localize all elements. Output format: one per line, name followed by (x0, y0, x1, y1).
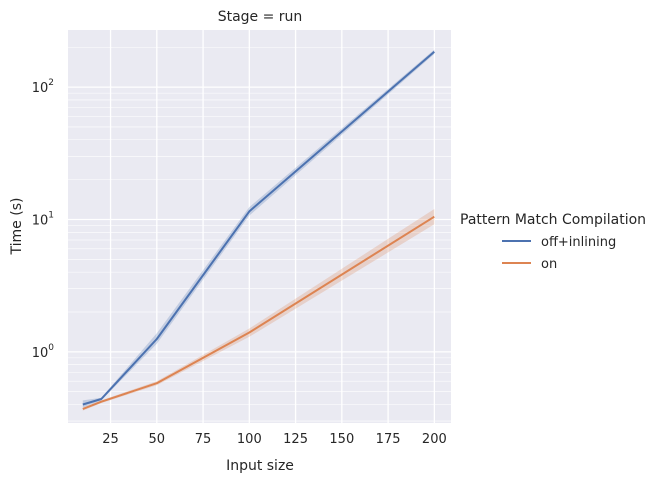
legend-items: off+inlining on (502, 235, 616, 272)
legend-title: Pattern Match Compilation (460, 212, 646, 228)
series-1-line (82, 215, 435, 410)
series-lines (82, 50, 435, 410)
x-tick-label: 50 (149, 432, 166, 447)
x-tick-label: 150 (329, 432, 354, 447)
x-axis-ticks: 25 50 75 100 125 150 175 200 (102, 432, 446, 447)
confidence-bands (82, 49, 435, 411)
legend: Pattern Match Compilation off+inlining on (460, 212, 646, 272)
series-0-confidence-band (82, 49, 435, 408)
legend-label-0: off+inlining (541, 235, 616, 250)
series-0-line (82, 50, 435, 406)
y-axis-label: Time (s) (9, 198, 25, 256)
y-tick-label: 102 (32, 78, 54, 96)
x-tick-label: 200 (422, 432, 447, 447)
y-tick-label: 101 (32, 210, 54, 228)
legend-label-1: on (541, 257, 557, 272)
grid (68, 30, 451, 423)
x-tick-label: 25 (102, 432, 119, 447)
x-tick-label: 75 (195, 432, 212, 447)
y-axis-ticks: 100 101 102 (32, 78, 55, 361)
y-tick-label: 100 (32, 343, 55, 361)
plot-background (68, 30, 451, 423)
x-tick-label: 125 (283, 432, 308, 447)
facet-title: Stage = run (218, 9, 303, 25)
x-tick-label: 175 (376, 432, 401, 447)
x-tick-label: 100 (237, 432, 262, 447)
x-axis-label: Input size (226, 458, 294, 474)
